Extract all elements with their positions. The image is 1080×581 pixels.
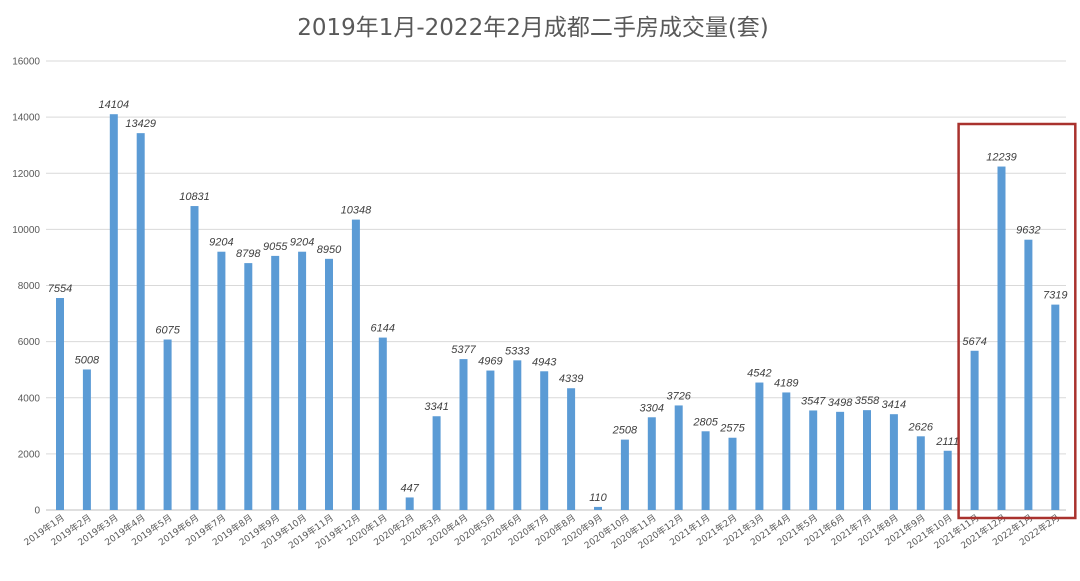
data-label: 9204 (209, 237, 233, 249)
data-label: 5377 (451, 344, 476, 356)
bar (1024, 239, 1033, 510)
data-label: 13429 (125, 118, 156, 130)
bar (109, 114, 118, 511)
data-label: 4189 (774, 377, 798, 389)
bar (809, 410, 818, 510)
bar (674, 405, 683, 510)
bar (701, 431, 710, 510)
data-label: 4542 (747, 368, 771, 380)
bar (82, 369, 91, 510)
y-tick-label: 8000 (18, 281, 41, 292)
data-label: 8950 (317, 244, 342, 256)
data-label: 9055 (263, 241, 288, 253)
data-label: 6144 (371, 323, 395, 335)
bar (432, 416, 441, 510)
data-label: 4969 (478, 356, 502, 368)
bar (540, 371, 549, 510)
bar (594, 506, 602, 510)
bar (728, 437, 737, 510)
data-label: 7319 (1043, 290, 1067, 302)
data-label: 2111 (935, 436, 959, 448)
data-label: 3304 (640, 402, 664, 414)
bar (943, 450, 952, 510)
chart-title: 2019年1月-2022年2月成都二手房成交量(套) (297, 15, 769, 41)
data-label: 7554 (48, 283, 72, 295)
data-label: 2626 (908, 421, 934, 433)
data-label: 3547 (801, 395, 826, 407)
data-label: 2805 (692, 416, 718, 428)
data-label: 2508 (612, 425, 638, 437)
bar (190, 206, 199, 511)
bar (836, 411, 845, 510)
data-label: 9632 (1016, 225, 1040, 237)
data-label: 3414 (882, 399, 906, 411)
bar (325, 258, 333, 510)
highlight-box (957, 122, 1077, 520)
bar (1051, 304, 1060, 510)
bar (271, 255, 280, 510)
bar (459, 359, 468, 510)
bar (782, 392, 791, 510)
data-label: 8798 (236, 248, 261, 260)
y-tick-label: 0 (34, 506, 40, 517)
data-label: 4339 (559, 373, 583, 385)
bar (136, 133, 145, 510)
data-label: 5008 (75, 354, 100, 366)
y-tick-label: 2000 (18, 449, 41, 460)
bar (298, 251, 307, 510)
bar (351, 219, 360, 510)
data-label: 3341 (424, 401, 448, 413)
data-label: 12239 (986, 152, 1017, 164)
bar (970, 350, 979, 510)
bar (217, 251, 226, 510)
bars (56, 114, 1060, 511)
bar (863, 410, 871, 510)
data-label: 5674 (962, 336, 986, 348)
y-tick-label: 6000 (18, 337, 41, 348)
y-tick-label: 14000 (12, 113, 40, 124)
y-tick-label: 12000 (12, 169, 40, 180)
data-label: 3498 (828, 397, 853, 409)
highlight-layer (957, 122, 1077, 520)
gridlines (46, 60, 1066, 511)
bar (567, 388, 576, 510)
y-tick-label: 10000 (12, 225, 40, 236)
data-label: 5333 (505, 345, 530, 357)
bar (916, 436, 925, 510)
data-label: 14104 (99, 99, 130, 111)
bar (647, 417, 656, 510)
bar (56, 298, 64, 510)
bar (378, 337, 387, 510)
data-label: 10348 (341, 205, 372, 217)
data-label: 110 (589, 492, 607, 504)
data-label: 3726 (666, 390, 691, 402)
data-label: 3558 (855, 395, 880, 407)
data-label: 6075 (155, 325, 180, 337)
data-label: 10831 (179, 191, 210, 203)
bar (620, 439, 629, 510)
y-axis-ticks: 0 2000 4000 6000 8000 10000 12000 14000 16000 (12, 57, 40, 517)
bar (244, 263, 253, 510)
bar (405, 497, 414, 510)
data-label: 4943 (532, 356, 557, 368)
data-label: 9204 (290, 237, 314, 249)
y-tick-label: 16000 (12, 57, 40, 68)
bar (755, 382, 764, 510)
bar (997, 166, 1006, 510)
bar (486, 370, 495, 510)
bar (513, 360, 522, 510)
bar (163, 339, 172, 510)
bar (889, 414, 898, 510)
data-label: 2575 (719, 423, 745, 435)
y-tick-label: 4000 (18, 393, 41, 404)
x-axis-ticks: 2019年1月2019年2月2019年3月2019年4月2019年5月2019年… (22, 512, 1062, 552)
data-label: 447 (401, 482, 420, 494)
